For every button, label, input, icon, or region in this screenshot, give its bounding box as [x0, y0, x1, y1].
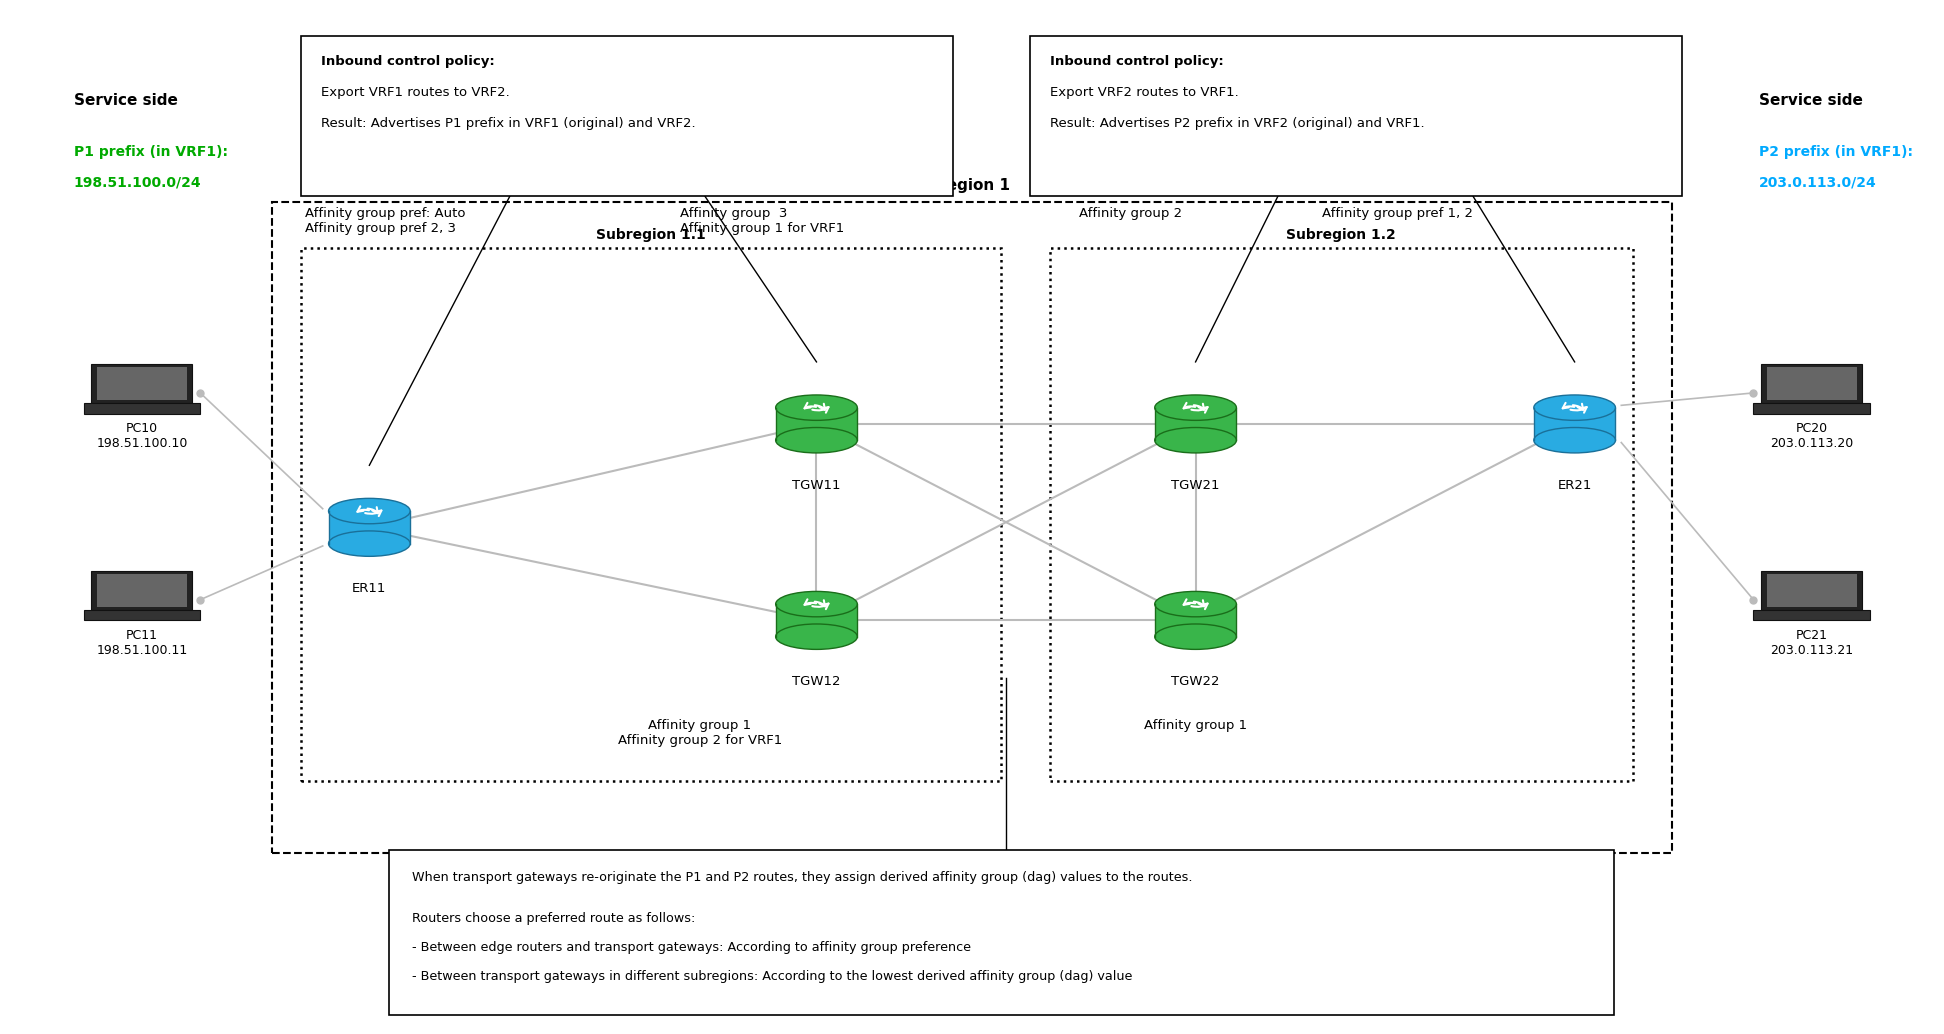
Text: TGW11: TGW11: [793, 479, 840, 492]
Bar: [97, 367, 187, 400]
Text: Affinity group pref: Auto
Affinity group pref 2, 3: Affinity group pref: Auto Affinity group…: [305, 207, 467, 235]
Text: ER11: ER11: [352, 582, 387, 596]
Ellipse shape: [776, 395, 857, 421]
Text: Service side: Service side: [74, 93, 177, 109]
Bar: [97, 574, 187, 607]
Text: PC20
203.0.113.20: PC20 203.0.113.20: [1771, 422, 1853, 450]
Text: Result: Advertises P1 prefix in VRF1 (original) and VRF2.: Result: Advertises P1 prefix in VRF1 (or…: [321, 117, 696, 130]
Text: When transport gateways re-originate the P1 and P2 routes, they assign derived a: When transport gateways re-originate the…: [412, 871, 1192, 884]
Bar: [1155, 604, 1236, 637]
Bar: [329, 511, 410, 544]
Text: P1 prefix (in VRF1):: P1 prefix (in VRF1):: [74, 145, 227, 159]
Bar: [1030, 36, 1682, 196]
Text: Inbound control policy:: Inbound control policy:: [1050, 55, 1223, 68]
Ellipse shape: [1155, 624, 1236, 649]
Ellipse shape: [1534, 395, 1615, 421]
Text: TGW22: TGW22: [1172, 675, 1219, 689]
Text: 203.0.113.0/24: 203.0.113.0/24: [1759, 176, 1878, 190]
Ellipse shape: [329, 498, 410, 524]
Text: - Between transport gateways in different subregions: According to the lowest de: - Between transport gateways in differen…: [412, 970, 1133, 983]
Ellipse shape: [776, 591, 857, 617]
Bar: [1534, 407, 1615, 440]
Bar: [1155, 407, 1236, 440]
Text: Subregion 1.2: Subregion 1.2: [1287, 227, 1396, 242]
Text: Affinity group pref 1, 2: Affinity group pref 1, 2: [1322, 207, 1474, 220]
Text: Subregion 1.1: Subregion 1.1: [597, 227, 706, 242]
Bar: [1767, 367, 1857, 400]
Text: Affinity group 1
Affinity group 2 for VRF1: Affinity group 1 Affinity group 2 for VR…: [618, 719, 781, 747]
Bar: [1050, 248, 1633, 781]
Bar: [91, 364, 192, 403]
Bar: [1753, 610, 1870, 620]
Text: PC21
203.0.113.21: PC21 203.0.113.21: [1771, 629, 1853, 657]
Bar: [272, 202, 1672, 853]
Ellipse shape: [1155, 395, 1236, 421]
Text: Routers choose a preferred route as follows:: Routers choose a preferred route as foll…: [412, 912, 696, 925]
Ellipse shape: [776, 427, 857, 453]
Bar: [84, 403, 200, 414]
Text: Inbound control policy:: Inbound control policy:: [321, 55, 494, 68]
Text: P2 prefix (in VRF1):: P2 prefix (in VRF1):: [1759, 145, 1913, 159]
Text: Result: Advertises P2 prefix in VRF2 (original) and VRF1.: Result: Advertises P2 prefix in VRF2 (or…: [1050, 117, 1425, 130]
Text: 198.51.100.0/24: 198.51.100.0/24: [74, 176, 202, 190]
Bar: [91, 571, 192, 610]
Bar: [1767, 574, 1857, 607]
Text: TGW12: TGW12: [793, 675, 840, 689]
Bar: [1761, 364, 1862, 403]
Bar: [1753, 403, 1870, 414]
Bar: [776, 604, 857, 637]
Text: PC11
198.51.100.11: PC11 198.51.100.11: [97, 629, 187, 657]
Ellipse shape: [1155, 591, 1236, 617]
Bar: [301, 248, 1001, 781]
Text: Affinity group  3
Affinity group 1 for VRF1: Affinity group 3 Affinity group 1 for VR…: [680, 207, 844, 235]
Bar: [301, 36, 953, 196]
Bar: [1761, 571, 1862, 610]
Text: Export VRF2 routes to VRF1.: Export VRF2 routes to VRF1.: [1050, 86, 1238, 99]
Text: Service side: Service side: [1759, 93, 1862, 109]
Text: PC10
198.51.100.10: PC10 198.51.100.10: [95, 422, 189, 450]
Text: ER21: ER21: [1557, 479, 1592, 492]
Text: Affinity group 2: Affinity group 2: [1079, 207, 1182, 220]
Ellipse shape: [776, 624, 857, 649]
Text: - Between edge routers and transport gateways: According to affinity group prefe: - Between edge routers and transport gat…: [412, 941, 972, 954]
Bar: [776, 407, 857, 440]
Bar: [84, 610, 200, 620]
Bar: [389, 850, 1614, 1015]
Ellipse shape: [329, 530, 410, 556]
Ellipse shape: [1534, 427, 1615, 453]
Text: TGW21: TGW21: [1172, 479, 1219, 492]
Text: Affinity group 1: Affinity group 1: [1143, 719, 1248, 732]
Ellipse shape: [1155, 427, 1236, 453]
Text: Region 1: Region 1: [935, 178, 1009, 193]
Text: Export VRF1 routes to VRF2.: Export VRF1 routes to VRF2.: [321, 86, 509, 99]
